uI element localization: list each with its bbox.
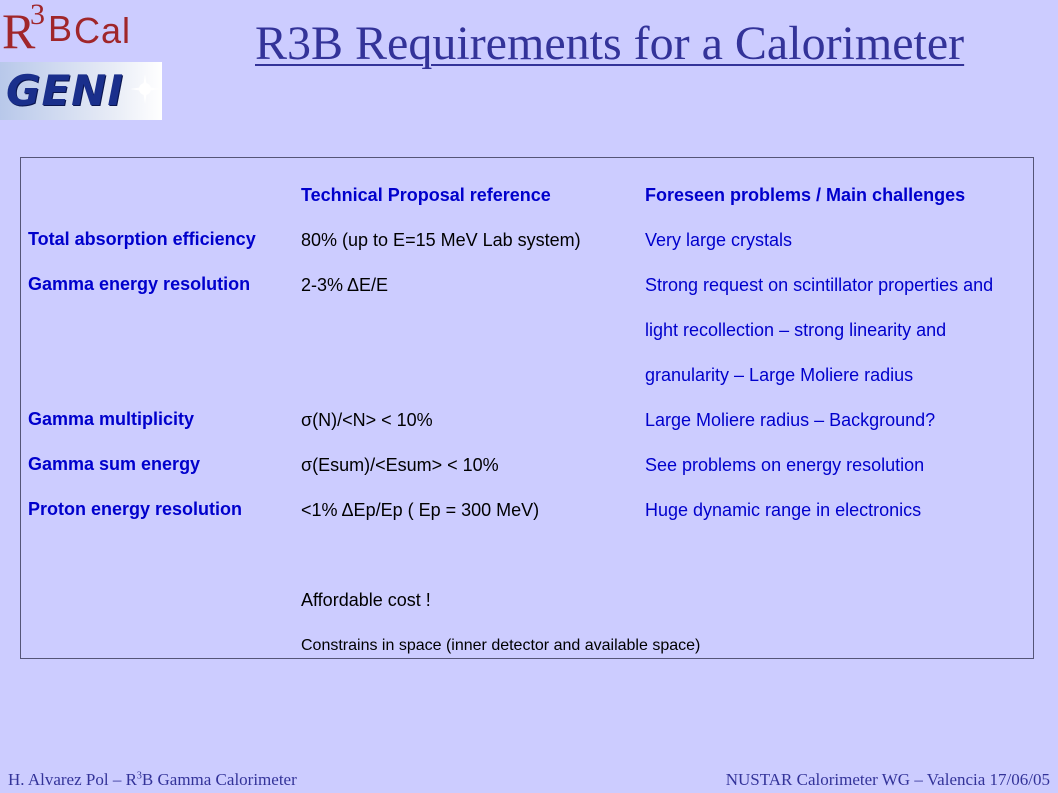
row-label: Gamma multiplicity	[28, 409, 195, 429]
footer-author: H. Alvarez Pol – R3B Gamma Calorimeter	[8, 770, 297, 790]
r3bcal-logo: R 3 B Cal	[2, 0, 162, 62]
row-reference: σ(N)/<N> < 10%	[301, 410, 433, 430]
logo-b-letter: B	[48, 8, 73, 49]
row-label: Proton energy resolution	[28, 499, 243, 519]
row-problem: Huge dynamic range in electronics	[645, 500, 922, 520]
footer-author-sup: 3	[136, 770, 142, 782]
row-problem: granularity – Large Moliere radius	[645, 365, 914, 385]
sparkle-icon	[130, 74, 160, 104]
note-cost: Affordable cost !	[301, 590, 431, 610]
row-label: Gamma energy resolution	[28, 274, 251, 294]
geni-logo: GENI	[0, 62, 162, 120]
logo-three-superscript: 3	[30, 0, 45, 31]
row-problem: Large Moliere radius – Background?	[645, 410, 936, 430]
row-problem: Very large crystals	[645, 230, 793, 250]
row-problem: light recollection – strong linearity an…	[645, 320, 947, 340]
row-reference: <1% ΔEp/Ep ( Ep = 300 MeV)	[301, 500, 540, 520]
footer-author-suffix: B Gamma Calorimeter	[141, 770, 297, 789]
geni-logo-text: GENI	[6, 66, 124, 115]
note-space: Constrains in space (inner detector and …	[301, 637, 701, 654]
logo-r-letter: R	[2, 3, 36, 59]
row-reference: 2-3% ΔE/E	[301, 275, 389, 295]
row-label: Gamma sum energy	[28, 454, 201, 474]
row-problem: See problems on energy resolution	[645, 455, 925, 475]
col-header-reference: Technical Proposal reference	[301, 185, 551, 205]
footer-author-prefix: H. Alvarez Pol – R	[8, 770, 137, 789]
page-title: R3B Requirements for a Calorimeter	[255, 17, 965, 70]
row-reference: σ(Esum)/<Esum> < 10%	[301, 455, 499, 475]
requirements-table	[20, 157, 1034, 659]
footer-event: NUSTAR Calorimeter WG – Valencia 17/06/0…	[725, 770, 1050, 789]
logo-cal-text: Cal	[74, 10, 132, 51]
row-problem: Strong request on scintillator propertie…	[645, 275, 994, 295]
row-label: Total absorption efficiency	[28, 229, 256, 249]
row-reference: 80% (up to E=15 MeV Lab system)	[301, 230, 581, 250]
col-header-problems: Foreseen problems / Main challenges	[645, 185, 966, 205]
